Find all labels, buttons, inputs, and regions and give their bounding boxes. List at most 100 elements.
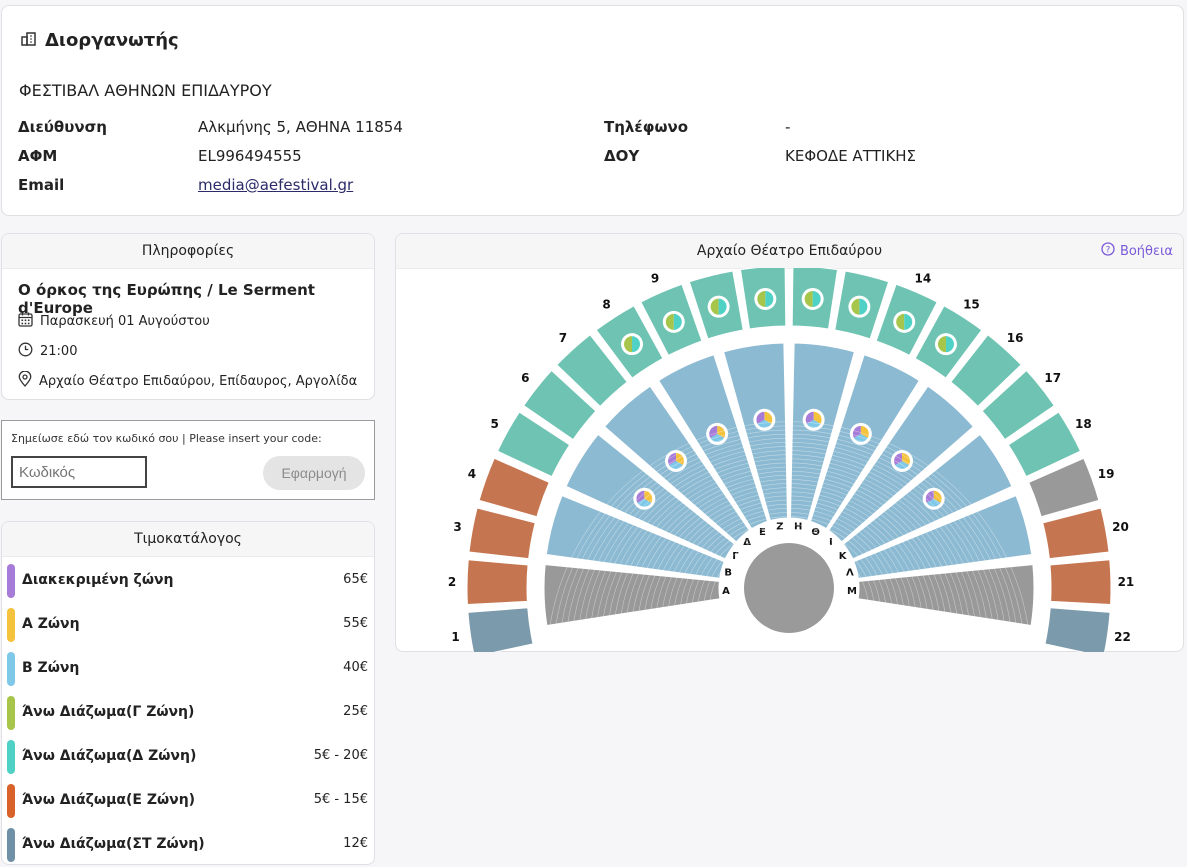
email-value: media@aefestival.gr — [198, 176, 353, 194]
svg-text:?: ? — [1106, 246, 1111, 256]
upper-section-20[interactable]: 20 — [1043, 508, 1129, 559]
availability-indicator — [753, 409, 775, 431]
organizer-heading-text: Διοργανωτής — [45, 30, 179, 51]
section-letter: Β — [724, 568, 732, 579]
email-link[interactable]: media@aefestival.gr — [198, 176, 353, 194]
event-time: 21:00 — [40, 344, 77, 359]
zone-name: Άνω Διάζωμα(Ε Ζώνη) — [22, 792, 195, 808]
availability-indicator — [754, 288, 776, 310]
address-value: Αλκμήνης 5, ΑΘΗΝΑ 11854 — [198, 118, 403, 136]
section-number: 2 — [448, 575, 456, 589]
price-item[interactable]: Άνω Διάζωμα(Δ Ζώνη)5€ - 20€ — [2, 735, 374, 779]
zone-price: 5€ - 15€ — [314, 792, 368, 807]
section-letter: Γ — [732, 551, 739, 562]
section-number: 8 — [602, 298, 610, 312]
doy-label: ΔΟΥ — [604, 147, 639, 165]
help-label: Βοήθεια — [1120, 244, 1173, 259]
calendar-icon — [18, 312, 33, 331]
event-date: Παρασκευή 01 Αυγούστου — [40, 314, 210, 329]
promo-code-box: Σημείωσε εδώ τον κωδικό σου | Please ins… — [1, 420, 375, 500]
section-number: 4 — [468, 467, 476, 481]
price-item[interactable]: Άνω Διάζωμα(Ε Ζώνη) 5€ - 15€ — [2, 779, 374, 823]
zone-price: 55€ — [343, 616, 368, 631]
zone-color-bar — [7, 740, 15, 774]
upper-section-1[interactable]: 1 — [451, 608, 533, 652]
zone-name: Άνω Διάζωμα(Γ Ζώνη) — [22, 704, 194, 720]
availability-indicator — [663, 311, 685, 333]
zone-price: 25€ — [343, 704, 368, 719]
upper-section-2[interactable]: 2 — [448, 560, 528, 605]
availability-indicator — [891, 450, 913, 472]
phone-value: - — [785, 118, 790, 136]
upper-section-21[interactable]: 21 — [1050, 560, 1134, 605]
zone-color-bar — [7, 696, 15, 730]
upper-section-12[interactable]: 12 — [792, 268, 837, 329]
zone-color-bar — [7, 652, 15, 686]
availability-indicator — [893, 311, 915, 333]
doy-value: ΚΕΦΟΔΕ ΑΤΤΙΚΗΣ — [785, 147, 916, 165]
upper-section-22[interactable]: 22 — [1045, 608, 1131, 652]
address-label: Διεύθυνση — [18, 118, 107, 136]
section-letter: Α — [722, 586, 730, 597]
section-number: 21 — [1118, 575, 1135, 589]
zone-color-bar — [7, 828, 15, 862]
event-venue: Αρχαίο Θέατρο Επιδαύρου, Επίδαυρος, Αργο… — [39, 374, 357, 389]
section-number: 20 — [1112, 520, 1129, 534]
afm-label: ΑΦΜ — [18, 147, 57, 165]
zone-color-bar — [7, 784, 15, 818]
availability-indicator — [708, 296, 730, 318]
section-number: 14 — [915, 272, 932, 286]
section-number: 15 — [963, 298, 980, 312]
zone-name: Διακεκριμένη ζώνη — [22, 572, 173, 588]
availability-indicator — [665, 450, 687, 472]
apply-code-button[interactable]: Εφαρμογή — [263, 456, 365, 490]
organizer-name: ΦΕΣΤΙΒΑΛ ΑΘΗΝΩΝ ΕΠΙΔΑΥΡΟΥ — [19, 81, 272, 100]
section-letter: Λ — [846, 568, 854, 579]
zone-name: Α Ζώνη — [22, 616, 80, 632]
zone-color-bar — [7, 564, 15, 598]
promo-code-label: Σημείωσε εδώ τον κωδικό σου | Please ins… — [11, 432, 322, 445]
section-number: 22 — [1114, 630, 1131, 644]
info-heading: Πληροφορίες — [2, 234, 374, 269]
afm-value: EL996494555 — [198, 147, 302, 165]
location-pin-icon — [18, 371, 32, 391]
help-link[interactable]: ? Βοήθεια — [1101, 242, 1173, 260]
zone-price: 5€ - 20€ — [314, 748, 368, 763]
orchestra-stage — [744, 543, 834, 633]
section-letter: Ι — [829, 537, 833, 548]
section-number: 9 — [651, 272, 659, 286]
theater-seat-map: 12345678910111213141516171819202122ΑΒΓΔΕ… — [396, 268, 1183, 652]
section-number: 6 — [521, 371, 529, 385]
promo-code-input[interactable] — [11, 456, 147, 488]
event-date-row: Παρασκευή 01 Αυγούστου — [18, 312, 210, 331]
upper-section-3[interactable]: 3 — [453, 508, 535, 559]
section-number: 1 — [451, 630, 459, 644]
section-number: 3 — [453, 520, 461, 534]
price-item[interactable]: Α Ζώνη 55€ — [2, 603, 374, 647]
event-venue-row: Αρχαίο Θέατρο Επιδαύρου, Επίδαυρος, Αργο… — [18, 371, 357, 391]
info-card: Πληροφορίες Ο όρκος της Ευρώπης / Le Ser… — [1, 233, 375, 400]
zone-price: 40€ — [343, 660, 368, 675]
availability-indicator — [803, 409, 825, 431]
section-number: 5 — [490, 417, 498, 431]
zone-price: 12€ — [343, 836, 368, 851]
availability-indicator — [935, 333, 957, 355]
section-letter: Μ — [847, 586, 857, 597]
email-label: Email — [18, 176, 64, 194]
clock-icon — [18, 342, 33, 361]
zone-name: Άνω Διάζωμα(ΣΤ Ζώνη) — [22, 836, 205, 852]
availability-indicator — [848, 296, 870, 318]
organizer-heading: Διοργανωτής — [21, 30, 179, 51]
section-number: 16 — [1007, 331, 1024, 345]
price-item[interactable]: Άνω Διάζωμα(ΣΤ Ζώνη) 12€ — [2, 823, 374, 867]
section-number: 18 — [1075, 417, 1092, 431]
section-letter: Ζ — [776, 522, 783, 533]
upper-section-11[interactable]: 11 — [740, 268, 785, 329]
price-item[interactable]: Άνω Διάζωμα(Γ Ζώνη) 25€ — [2, 691, 374, 735]
section-number: 17 — [1044, 371, 1061, 385]
section-letter: Κ — [839, 551, 848, 562]
